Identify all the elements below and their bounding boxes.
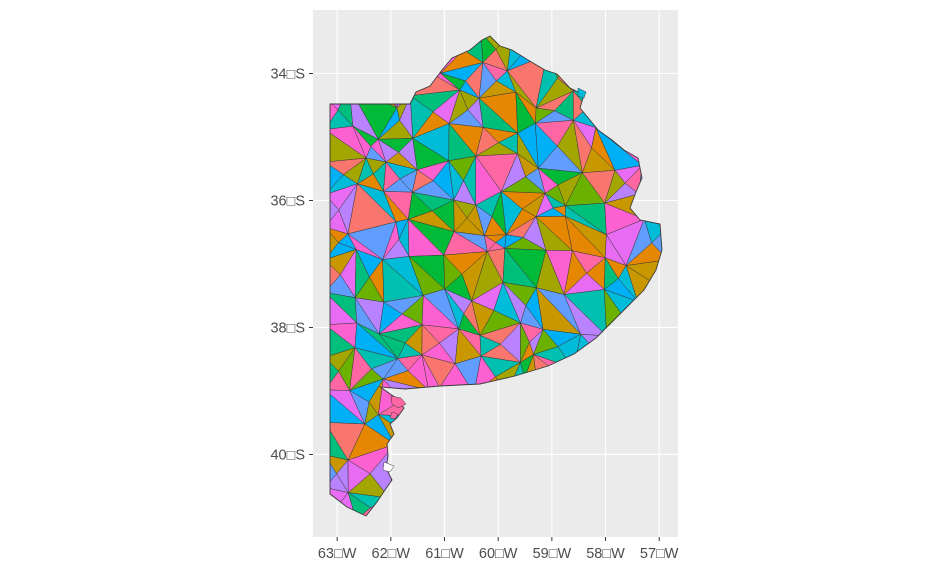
municipality — [448, 89, 469, 124]
municipality — [377, 139, 399, 163]
municipality — [383, 161, 401, 192]
municipality — [502, 282, 527, 324]
municipality — [330, 454, 337, 488]
x-axis: 63□W 62□W 61□W 60□W 59□W 58□W 57□W — [318, 537, 679, 562]
island — [389, 411, 399, 420]
y-axis: 34□S 36□S 38□S 40□S — [270, 66, 313, 463]
island — [390, 395, 407, 409]
municipality — [535, 107, 555, 124]
municipality — [533, 329, 559, 355]
municipality — [501, 153, 526, 192]
municipality — [535, 193, 554, 217]
municipality — [484, 235, 496, 252]
municipality — [475, 204, 493, 236]
x-tick-label: 62□W — [372, 546, 411, 562]
y-tick-label: 40□S — [270, 447, 305, 463]
municipality — [480, 36, 497, 63]
municipality — [330, 259, 341, 293]
municipality — [407, 191, 433, 220]
municipality — [501, 191, 523, 235]
municipality — [347, 492, 371, 516]
municipality — [604, 170, 626, 204]
x-tick-label: 58□W — [586, 546, 625, 562]
x-tick-label: 60□W — [479, 546, 518, 562]
y-tick-label: 38□S — [270, 320, 305, 336]
municipality — [478, 62, 497, 99]
municipality — [357, 157, 374, 185]
municipality — [330, 194, 340, 228]
municipality — [352, 125, 372, 159]
island — [577, 87, 587, 99]
municipality — [504, 234, 524, 249]
municipality — [412, 169, 434, 193]
municipality — [377, 107, 400, 140]
island — [382, 461, 395, 473]
x-tick-label: 63□W — [318, 546, 357, 562]
y-tick-label: 34□S — [270, 66, 305, 82]
municipality — [444, 288, 464, 330]
municipality — [604, 257, 619, 290]
municipality — [330, 161, 344, 195]
municipality — [349, 390, 370, 425]
municipality — [448, 160, 464, 201]
x-tick-label: 59□W — [533, 546, 572, 562]
municipality — [563, 250, 587, 295]
municipality — [347, 459, 371, 493]
x-tick-label: 61□W — [425, 546, 464, 562]
municipality — [535, 123, 558, 169]
municipality — [440, 72, 466, 91]
municipality — [520, 322, 530, 363]
municipality — [625, 218, 652, 266]
municipality — [443, 254, 463, 290]
municipality — [573, 120, 592, 174]
municipality — [354, 249, 370, 298]
municipality — [330, 226, 339, 260]
municipality — [421, 324, 440, 356]
municipality — [538, 167, 559, 194]
municipality — [378, 301, 403, 335]
x-tick-label: 57□W — [640, 546, 679, 562]
municipality — [382, 221, 400, 260]
y-tick-label: 36□S — [270, 193, 305, 209]
coast-islands — [382, 87, 587, 473]
municipality — [378, 333, 406, 359]
municipality — [453, 199, 468, 232]
municipality — [475, 127, 499, 157]
municipality — [383, 358, 409, 380]
municipality — [410, 95, 434, 139]
municipality — [479, 335, 501, 357]
municipality — [471, 300, 495, 336]
municipality — [330, 357, 339, 391]
municipality — [349, 347, 372, 391]
